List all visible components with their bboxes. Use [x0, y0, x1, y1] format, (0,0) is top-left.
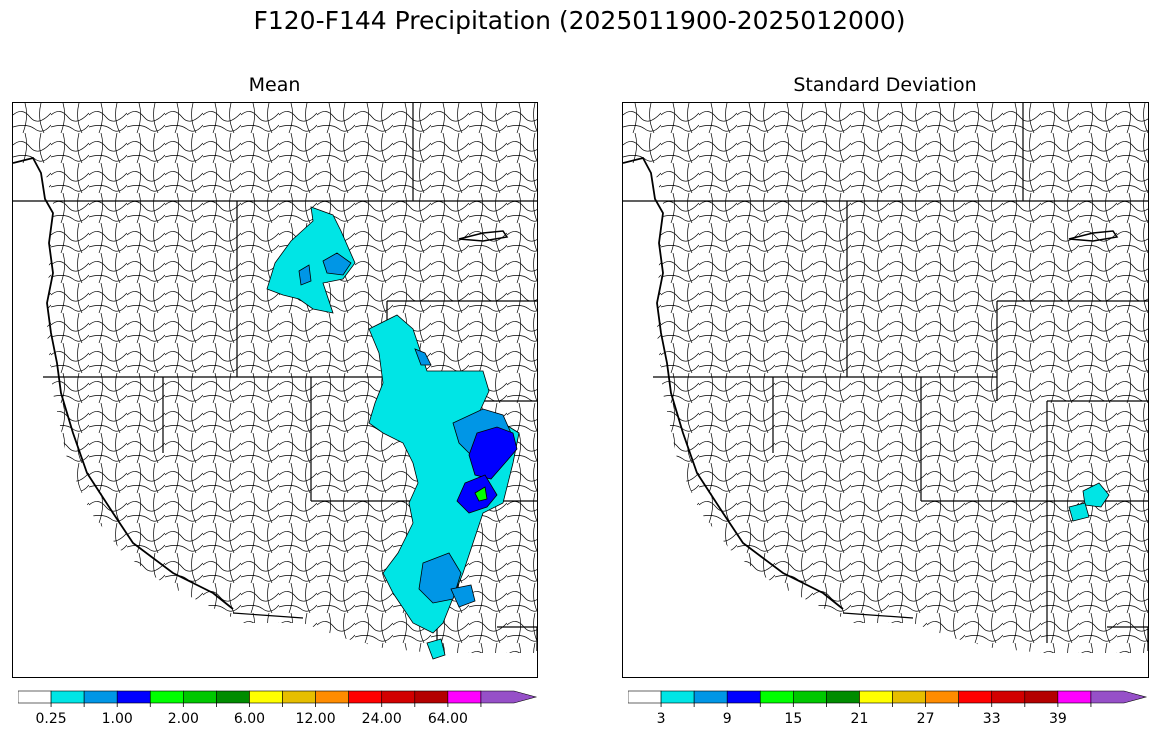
std-panel-title: Standard Deviation: [793, 74, 977, 96]
std-cyan-regions: [1068, 482, 1110, 522]
colorbar-segment: [726, 690, 761, 704]
colorbar-segment: [447, 690, 482, 704]
colorbar-segment: [480, 690, 538, 704]
colorbar-segment: [826, 690, 860, 704]
colorbar-segment: [50, 690, 85, 704]
lake-shape: [458, 230, 509, 242]
colorbar-segment: [660, 690, 695, 704]
colorbar-segment: [892, 690, 926, 704]
colorbar-tick-label: 27: [916, 711, 935, 727]
region-idaho-mt: [266, 206, 356, 314]
colorbar-segment: [18, 690, 52, 704]
region-std-1: [1082, 482, 1110, 508]
colorbar-segment: [83, 690, 118, 704]
colorbar-tick-label: 15: [784, 711, 803, 727]
colorbar-segment: [315, 690, 349, 704]
colorbar-tick-label: 9: [722, 711, 732, 727]
region-wy-blue: [414, 348, 432, 366]
colorbar-segment: [991, 690, 1026, 704]
colorbar-tick-label: 0.25: [35, 711, 67, 727]
colorbar-tick-label: 24.00: [361, 711, 402, 727]
coastline: [623, 156, 844, 610]
colorbar-segment: [925, 690, 959, 704]
colorbar-segment: [958, 690, 993, 704]
region-std-2: [1068, 502, 1090, 522]
colorbar-tick-label: 3: [656, 711, 666, 727]
colorbar-tick-label: 6.00: [233, 711, 266, 727]
colorbar-segment: [1090, 690, 1148, 704]
colorbar-segment: [628, 690, 662, 704]
precip-cyan-regions: [266, 206, 520, 660]
lake-shape: [1068, 230, 1119, 242]
region-nm-blue2: [450, 584, 476, 608]
basin-boundaries: [623, 103, 1148, 653]
region-co-darkblue: [468, 426, 518, 480]
std-map-canvas: [623, 103, 1148, 653]
colorbar-segment: [348, 690, 383, 704]
colorbar-segment: [183, 690, 217, 704]
colorbar-tick-label: 21: [850, 711, 869, 727]
colorbar-tick-label: 39: [1048, 711, 1067, 727]
colorbar-segment: [249, 690, 283, 704]
colorbar-tick-label: 12.00: [295, 711, 336, 727]
mean-panel-title: Mean: [248, 74, 301, 96]
mean-map: [12, 102, 538, 678]
std-map: [622, 102, 1149, 678]
region-nm-tail: [426, 638, 446, 660]
std-colorbar: [628, 690, 1148, 707]
colorbar-tick-label: 1.00: [101, 711, 133, 727]
region-mt-blue: [322, 252, 352, 276]
colorbar-segment: [381, 690, 416, 704]
colorbar-tick-label: 2.00: [167, 711, 199, 727]
mean-map-canvas: [13, 103, 537, 660]
colorbar-tick-label: 33: [982, 711, 1001, 727]
mean-colorbar: [18, 690, 538, 707]
colorbar-segment: [216, 690, 250, 704]
state-borders: [623, 103, 1148, 651]
figure-title: F120-F144 Precipitation (2025011900-2025…: [253, 6, 906, 35]
colorbar-segment: [693, 690, 728, 704]
region-green-spot: [474, 486, 488, 502]
region-mt-blue2: [298, 264, 312, 286]
region-wyoming-co: [368, 314, 520, 634]
colorbar-segment: [1024, 690, 1059, 704]
colorbar-segment: [414, 690, 449, 704]
colorbar-segment: [759, 690, 794, 704]
colorbar-segment: [1057, 690, 1092, 704]
coastline: [13, 156, 234, 610]
colorbar-segment: [149, 690, 184, 704]
colorbar-segment: [859, 690, 893, 704]
region-nm-blue: [418, 552, 462, 604]
colorbar-segment: [282, 690, 316, 704]
colorbar-tick-label: 64.00: [427, 711, 468, 727]
colorbar-segment: [793, 690, 827, 704]
colorbar-segment: [116, 690, 151, 704]
